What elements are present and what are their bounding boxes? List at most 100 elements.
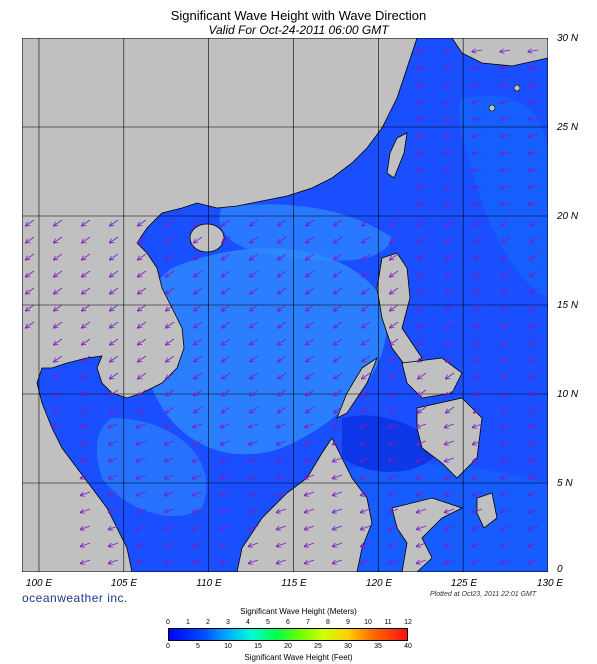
wave-direction-arrow — [278, 287, 287, 294]
wave-direction-arrow — [528, 118, 539, 120]
wave-direction-arrow — [194, 406, 203, 413]
wave-direction-arrow — [305, 423, 315, 427]
wave-direction-arrow — [305, 474, 315, 478]
wave-direction-arrow — [305, 525, 315, 529]
wave-direction-arrow — [472, 84, 483, 86]
wave-direction-arrow — [277, 559, 287, 563]
colorbar-feet-tick: 10 — [224, 643, 232, 650]
wave-direction-arrow — [444, 118, 455, 120]
wave-direction-arrow — [362, 287, 371, 294]
wave-direction-arrow — [278, 338, 287, 345]
wave-direction-arrow — [54, 253, 63, 260]
wave-direction-arrow — [110, 287, 119, 294]
wave-direction-arrow — [54, 389, 63, 396]
wave-direction-arrow — [109, 525, 119, 529]
wave-direction-arrow — [333, 423, 343, 427]
wave-direction-arrow — [502, 372, 511, 379]
hainan-island — [189, 223, 225, 253]
wave-direction-arrow — [390, 372, 399, 379]
wave-direction-arrow — [110, 338, 119, 345]
wave-direction-arrow — [110, 406, 119, 413]
wave-direction-arrow — [166, 389, 175, 396]
wave-direction-arrow — [390, 287, 399, 294]
wave-patch-south — [96, 418, 207, 517]
colorbar-meter-tick: 8 — [326, 619, 330, 626]
wave-direction-arrow — [501, 474, 511, 478]
wave-direction-arrow — [445, 542, 455, 546]
oceanweather-logo: oceanweather inc. — [22, 591, 128, 605]
wave-direction-arrow — [249, 457, 259, 461]
wave-direction-arrow — [416, 118, 427, 120]
wave-direction-arrow — [250, 253, 259, 260]
wave-direction-arrow — [529, 474, 539, 478]
wave-direction-arrow — [389, 491, 399, 495]
wave-direction-arrow — [249, 508, 259, 512]
wave-direction-arrow — [502, 219, 511, 226]
wave-direction-arrow — [528, 101, 539, 103]
wave-direction-arrow — [334, 236, 343, 243]
wave-direction-arrow — [529, 457, 539, 461]
wave-direction-arrow — [501, 491, 511, 495]
wave-direction-arrow — [362, 253, 371, 260]
wave-direction-arrow — [474, 270, 483, 277]
wave-direction-arrow — [473, 525, 483, 529]
wave-direction-arrow — [222, 253, 231, 260]
wave-direction-arrow — [194, 389, 203, 396]
wave-direction-arrow — [529, 542, 539, 546]
wave-direction-arrow — [362, 219, 371, 226]
wave-direction-arrow — [110, 304, 119, 311]
wave-direction-arrow — [446, 355, 455, 362]
wave-direction-arrow — [500, 169, 511, 171]
wave-direction-arrow — [26, 270, 35, 277]
wave-direction-arrow — [81, 440, 91, 444]
wave-direction-arrow — [334, 389, 343, 396]
wave-direction-arrow — [306, 355, 315, 362]
wave-direction-arrow — [81, 491, 91, 495]
wave-direction-arrow — [473, 474, 483, 478]
wave-direction-arrow — [389, 508, 399, 512]
wave-direction-arrow — [530, 253, 539, 260]
wave-direction-arrow — [249, 542, 259, 546]
colorbar-meter-tick: 9 — [346, 619, 350, 626]
wave-direction-arrow — [305, 440, 315, 444]
wave-direction-arrow — [528, 135, 539, 137]
wave-direction-arrow — [194, 355, 203, 362]
wave-direction-arrow — [502, 236, 511, 243]
wave-direction-arrow — [194, 372, 203, 379]
wave-direction-arrow — [530, 287, 539, 294]
wave-direction-arrow — [221, 491, 231, 495]
wave-direction-arrow — [194, 253, 203, 260]
wave-direction-arrow — [221, 508, 231, 512]
wave-direction-arrow — [194, 270, 203, 277]
lon-label: 120 E — [365, 578, 393, 589]
wave-direction-arrow — [82, 287, 91, 294]
lon-label: 130 E — [536, 578, 564, 589]
wave-direction-arrow — [165, 542, 175, 546]
wave-direction-arrow — [26, 219, 35, 226]
wave-direction-arrow — [361, 542, 371, 546]
wave-direction-arrow — [194, 287, 203, 294]
wave-direction-arrow — [277, 440, 287, 444]
wave-direction-arrow — [474, 287, 483, 294]
wave-direction-arrow — [418, 355, 427, 362]
colorbar-feet-tick: 40 — [404, 643, 412, 650]
wave-direction-arrow — [528, 169, 539, 171]
wave-direction-arrow — [530, 338, 539, 345]
lat-label: 30 N — [557, 33, 579, 44]
wave-direction-arrow — [389, 559, 399, 563]
wave-direction-arrow — [277, 474, 287, 478]
wave-direction-arrow — [278, 321, 287, 328]
wave-direction-arrow — [221, 440, 231, 444]
wave-direction-arrow — [334, 406, 343, 413]
wave-direction-arrow — [137, 423, 147, 427]
wave-direction-arrow — [137, 525, 147, 529]
wave-direction-arrow — [390, 304, 399, 311]
wave-direction-arrow — [306, 321, 315, 328]
wave-direction-arrow — [417, 508, 427, 512]
wave-direction-arrow — [446, 372, 455, 379]
wave-direction-arrow — [446, 287, 455, 294]
luzon-island — [376, 252, 423, 369]
wave-direction-arrow — [416, 84, 427, 86]
wave-direction-arrow — [334, 219, 343, 226]
wave-direction-arrow — [82, 355, 91, 362]
